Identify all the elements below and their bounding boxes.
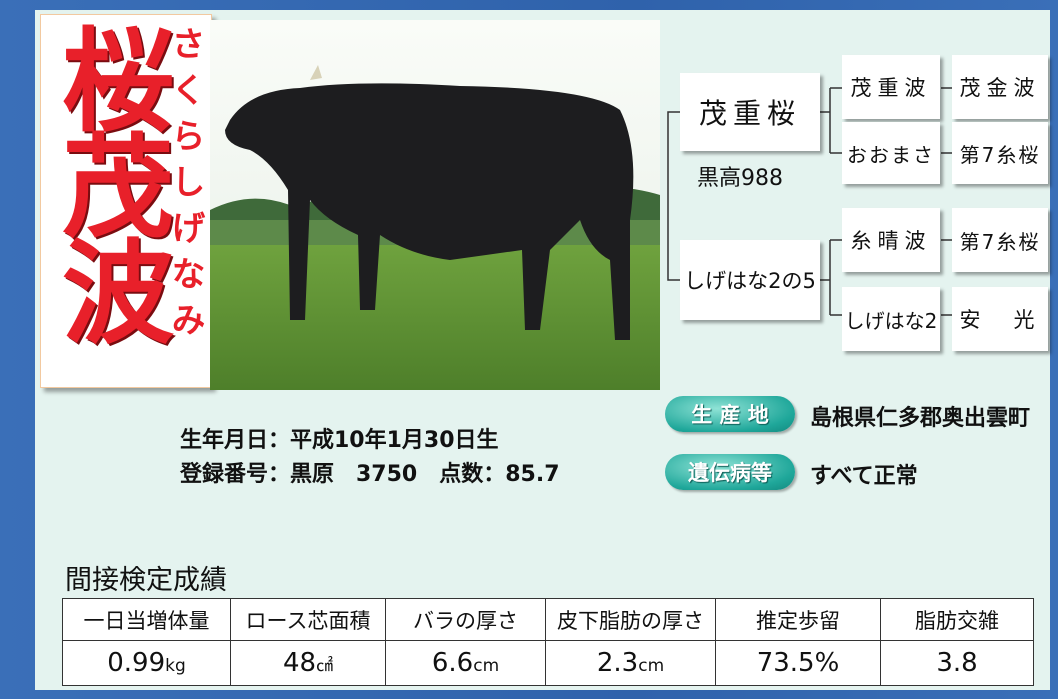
value: 73.5% xyxy=(757,648,840,678)
section-title: 間接検定成績 xyxy=(65,558,227,597)
bull-name-kana: さくらしげなみ xyxy=(168,26,202,348)
unit: cm xyxy=(638,656,664,676)
ancestor-box: 茂重波 xyxy=(842,55,940,119)
ancestor: 糸晴波 xyxy=(851,225,932,255)
registration: 登録番号：黒原 3750 点数：85.7 xyxy=(180,456,560,488)
header: 脂肪交雑 xyxy=(881,599,1034,641)
dam-box: しげはな2の5 xyxy=(680,240,820,320)
genetic-badge: 遺伝病等 xyxy=(665,454,795,490)
dam-name: しげはな2の5 xyxy=(684,265,816,295)
unit: ㎠ xyxy=(316,656,333,676)
results-table: 一日当増体量 ロース芯面積 バラの厚さ 皮下脂肪の厚さ 推定歩留 脂肪交雑 0.… xyxy=(62,598,1034,686)
header: ロース芯面積 xyxy=(231,599,386,641)
ancestor-box: おおまさ xyxy=(842,122,940,184)
genetic: すべて正常 xyxy=(810,458,918,490)
cell: 6.6cm xyxy=(386,641,546,686)
value-row: 0.99kg 48㎠ 6.6cm 2.3cm 73.5% 3.8 xyxy=(63,641,1034,686)
ancestor: しげはな2 xyxy=(845,305,938,334)
sire-registration: 黒高988 xyxy=(697,160,783,192)
birth-date: 生年月日：平成10年1月30日生 xyxy=(180,422,499,454)
origin-badge: 生 産 地 xyxy=(665,396,795,432)
ancestor-box: 安 光 xyxy=(952,287,1048,351)
bull-name: 桜茂波 xyxy=(52,22,164,340)
cell: 3.8 xyxy=(881,641,1034,686)
value: 3.8 xyxy=(936,648,977,678)
value: 48 xyxy=(283,648,316,678)
origin: 島根県仁多郡奥出雲町 xyxy=(810,400,1030,432)
unit: kg xyxy=(165,656,186,676)
ancestor: 安 光 xyxy=(960,304,1041,334)
ancestor-box: 第7糸桜 xyxy=(952,122,1048,184)
unit: cm xyxy=(473,656,499,676)
ancestor-box: 糸晴波 xyxy=(842,208,940,272)
cell: 73.5% xyxy=(716,641,881,686)
sire-name: 茂重桜 xyxy=(699,92,801,132)
sire-box: 茂重桜 xyxy=(680,73,820,151)
bull-photo xyxy=(210,20,660,390)
cell: 2.3cm xyxy=(546,641,716,686)
page: {"name": {"kanji": "桜茂波", "kana": "さくらしげ… xyxy=(0,0,1058,699)
value: 6.6 xyxy=(432,648,473,678)
header: 皮下脂肪の厚さ xyxy=(546,599,716,641)
ancestor-box: 第7糸桜 xyxy=(952,208,1048,272)
ancestor: 第7糸桜 xyxy=(960,226,1041,255)
ancestor-box: しげはな2 xyxy=(842,287,940,351)
ancestor: 茂金波 xyxy=(960,72,1041,102)
ancestor: 茂重波 xyxy=(851,72,932,102)
header: バラの厚さ xyxy=(386,599,546,641)
value: 0.99 xyxy=(107,648,165,678)
ancestor: おおまさ xyxy=(847,139,935,168)
ancestor: 第7糸桜 xyxy=(960,139,1041,168)
cell: 48㎠ xyxy=(231,641,386,686)
ancestor-box: 茂金波 xyxy=(952,55,1048,119)
header: 一日当増体量 xyxy=(63,599,231,641)
header-row: 一日当増体量 ロース芯面積 バラの厚さ 皮下脂肪の厚さ 推定歩留 脂肪交雑 xyxy=(63,599,1034,641)
header: 推定歩留 xyxy=(716,599,881,641)
value: 2.3 xyxy=(597,648,638,678)
cell: 0.99kg xyxy=(63,641,231,686)
